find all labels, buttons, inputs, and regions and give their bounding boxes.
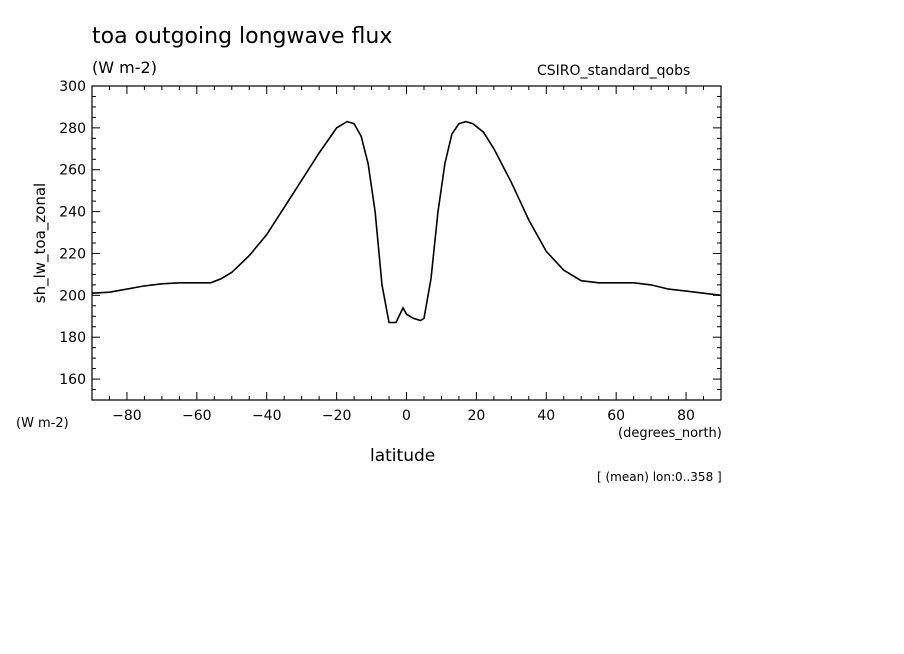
tick-labels: −80 −60 −40 −20 0 20 40 60 80 160 180 200 220 240 260 2… bbox=[59, 79, 695, 424]
y-tick-label: 220 bbox=[59, 246, 86, 262]
x-tick-label: 80 bbox=[677, 408, 695, 424]
x-tick-label: 60 bbox=[607, 408, 625, 424]
y-tick-label: 260 bbox=[59, 163, 86, 179]
x-tick-label: 0 bbox=[402, 408, 411, 424]
x-axis-label: latitude bbox=[370, 446, 436, 466]
axis-ticks bbox=[91, 85, 722, 401]
source-label: CSIRO_standard_qobs bbox=[537, 63, 691, 79]
plot-frame bbox=[91, 85, 722, 401]
x-tick-label: −60 bbox=[182, 408, 212, 424]
y-tick-label: 160 bbox=[59, 372, 86, 388]
x-tick-label: −20 bbox=[322, 408, 352, 424]
chart-title: toa outgoing longwave flux bbox=[92, 24, 393, 49]
mean-note: [ (mean) lon:0..358 ] bbox=[597, 470, 722, 484]
x-tick-label: −80 bbox=[112, 408, 142, 424]
y-tick-label: 200 bbox=[59, 288, 86, 304]
y-tick-label: 280 bbox=[59, 121, 86, 137]
x-tick-label: 20 bbox=[467, 408, 485, 424]
y-axis-units: (W m-2) bbox=[16, 416, 69, 431]
x-axis-units: (degrees_north) bbox=[618, 426, 722, 441]
series-line bbox=[91, 120, 722, 324]
y-tick-label: 180 bbox=[59, 330, 86, 346]
x-tick-label: −40 bbox=[252, 408, 282, 424]
y-tick-label: 300 bbox=[59, 79, 86, 95]
y-tick-label: 240 bbox=[59, 205, 86, 221]
x-tick-label: 40 bbox=[537, 408, 555, 424]
title-units: (W m-2) bbox=[92, 58, 157, 77]
